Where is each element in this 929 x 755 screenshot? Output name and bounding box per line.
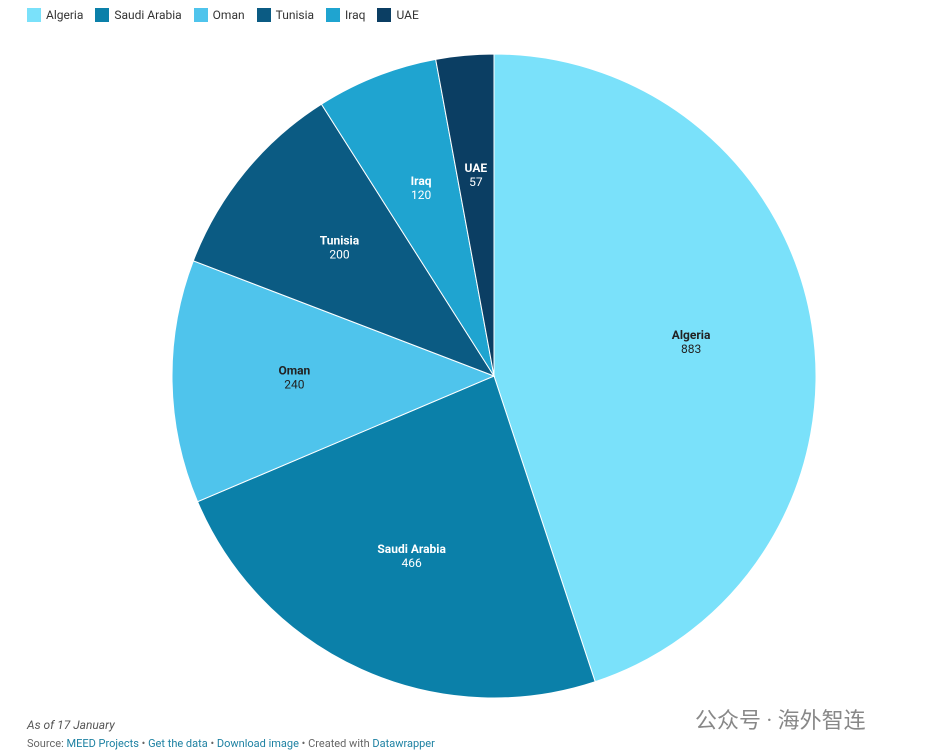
source-link[interactable]: MEED Projects [66, 737, 139, 750]
pie-slice [320, 58, 495, 377]
slice-label: Oman [278, 364, 310, 378]
legend-swatch [193, 8, 208, 22]
slice-label: Iraq [411, 174, 432, 188]
legend-swatch [27, 8, 41, 22]
pie-slice [196, 375, 596, 699]
slice-value: 200 [329, 248, 349, 262]
watermark: 公众号 · 海外智连 [695, 709, 866, 734]
slice-label: Saudi Arabia [377, 542, 446, 556]
pie-slice [192, 103, 496, 378]
legend-item: Tunisia [256, 8, 315, 22]
slice-value: 120 [411, 188, 431, 202]
separator: • [301, 737, 306, 750]
legend-label: Algeria [46, 8, 84, 22]
legend-label: Saudi Arabia [114, 8, 182, 22]
credit: Created with [308, 737, 370, 750]
pie-slice [435, 53, 495, 377]
legend-label: UAE [396, 8, 419, 22]
legend-item: UAE [377, 8, 419, 22]
tool-link[interactable]: Datawrapper [372, 737, 435, 750]
note: As of 17 January [27, 718, 115, 732]
slice-value: 240 [284, 378, 304, 392]
slice-label: Tunisia [320, 234, 360, 248]
slice-value: 57 [469, 175, 483, 189]
slice-value: 883 [681, 342, 701, 356]
legend-label: Oman [212, 8, 245, 22]
legend: Algeria Saudi Arabia Oman Tunisia Iraq UAE [27, 8, 419, 22]
separator: • [210, 737, 215, 750]
source-label: Source: [27, 737, 64, 750]
legend-swatch [326, 8, 341, 22]
legend-swatch [95, 8, 110, 22]
legend-label: Tunisia [275, 8, 315, 22]
source: Source: MEED Projects • Get the data • D… [27, 737, 435, 750]
legend-item: Iraq [326, 8, 365, 22]
legend-item: Oman [193, 8, 245, 22]
slice-value: 466 [402, 556, 422, 570]
legend-item: Algeria [27, 8, 83, 22]
slice-label: UAE [465, 161, 488, 175]
pie-slice [171, 260, 496, 503]
source-link[interactable]: Get the data [148, 737, 208, 750]
legend-swatch [377, 8, 392, 22]
pie-slice [493, 53, 817, 683]
source-link[interactable]: Download image [216, 737, 299, 750]
legend-swatch [256, 8, 271, 22]
slice-label: Algeria [672, 328, 711, 342]
legend-label: Iraq [345, 8, 366, 22]
separator: • [141, 737, 146, 750]
legend-item: Saudi Arabia [95, 8, 182, 22]
